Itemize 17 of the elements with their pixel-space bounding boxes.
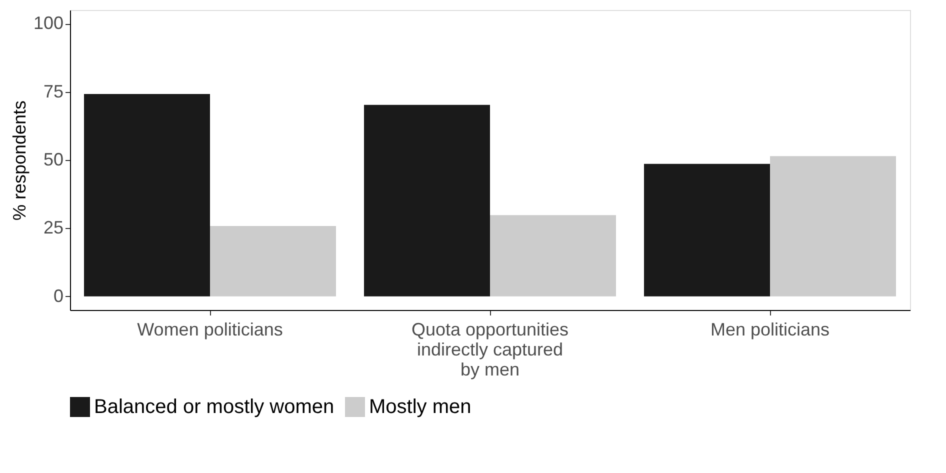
bar (490, 215, 616, 296)
legend-label: Mostly men (369, 396, 472, 418)
x-tick-label: Women politicians (137, 320, 283, 340)
y-tick-label: 0 (53, 286, 64, 306)
bar (210, 226, 336, 296)
legend-label: Balanced or mostly women (94, 396, 334, 418)
bar (770, 156, 896, 296)
y-axis-title: % respondents (9, 100, 30, 221)
bar (644, 164, 770, 296)
y-tick-label: 50 (43, 150, 64, 170)
bar (364, 104, 490, 296)
y-tick-label: 75 (43, 81, 64, 102)
y-tick-label: 100 (33, 13, 64, 34)
x-tick-label: Quota opportunities indirectly captured by men (411, 320, 569, 380)
x-tick-label: Men politicians (710, 320, 830, 340)
y-tick-label: 25 (43, 218, 64, 238)
bar (84, 94, 210, 296)
